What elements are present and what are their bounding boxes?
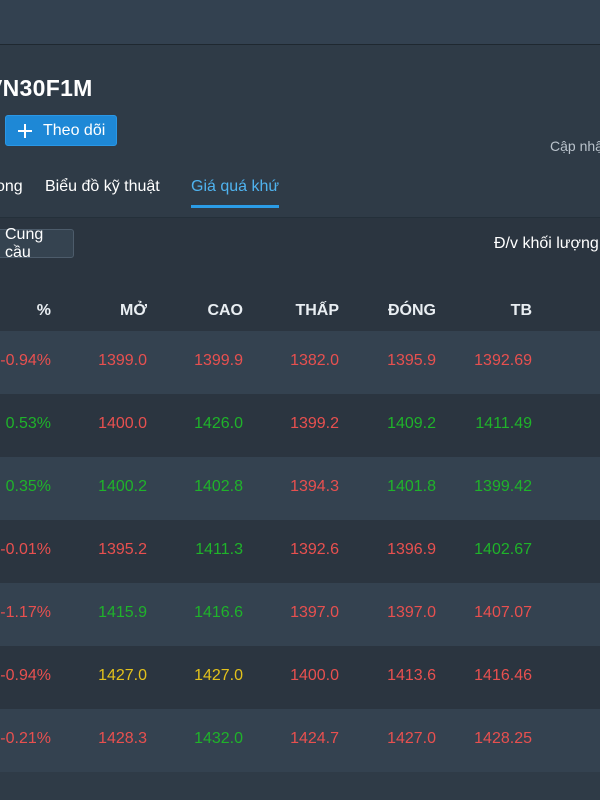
cell-high: 1399.9 bbox=[194, 352, 243, 369]
column-header-high[interactable]: CAO bbox=[207, 302, 243, 319]
follow-button-label: Theo dõi bbox=[43, 121, 106, 139]
cell-close: 1409.2 bbox=[387, 415, 436, 432]
column-header-open[interactable]: MỞ bbox=[120, 302, 147, 319]
cell-close: 1427.0 bbox=[387, 730, 436, 747]
top-bar bbox=[0, 0, 600, 45]
cell-average: 1402.67 bbox=[474, 541, 532, 558]
cell-close: 1395.9 bbox=[387, 352, 436, 369]
cell-low: 1399.2 bbox=[290, 415, 339, 432]
cell-high: 1427.0 bbox=[194, 667, 243, 684]
cell-average: 1392.69 bbox=[474, 352, 532, 369]
follow-button[interactable]: Theo dõi bbox=[5, 115, 117, 146]
table-row: 0.53% 1400.0 1426.0 1399.2 1409.2 1411.49 bbox=[0, 394, 600, 457]
cell-low: 1392.6 bbox=[290, 541, 339, 558]
tab-technical-chart[interactable]: Biểu đồ kỹ thuật bbox=[45, 178, 160, 195]
column-header-low[interactable]: THẤP bbox=[295, 302, 339, 319]
cell-average: 1411.49 bbox=[475, 415, 532, 432]
cell-percent-change: -1.17% bbox=[0, 604, 51, 621]
table-toolbar: Cung cầu Đ/v khối lượng bbox=[0, 218, 600, 280]
cell-close: 1397.0 bbox=[387, 604, 436, 621]
supply-demand-button[interactable]: Cung cầu bbox=[0, 226, 74, 261]
table-row: -0.94% 1399.0 1399.9 1382.0 1395.9 1392.69 bbox=[0, 331, 600, 394]
cell-open: 1400.2 bbox=[98, 478, 147, 495]
tab-partial[interactable]: ong bbox=[0, 178, 23, 195]
cell-low: 1424.7 bbox=[290, 730, 339, 747]
bottom-strip bbox=[0, 772, 600, 800]
cell-open: 1395.2 bbox=[98, 541, 147, 558]
plus-icon bbox=[18, 123, 32, 138]
cell-close: 1401.8 bbox=[387, 478, 436, 495]
cell-percent-change: -0.21% bbox=[0, 730, 51, 747]
table-row: 0.35% 1400.2 1402.8 1394.3 1401.8 1399.42 bbox=[0, 457, 600, 520]
table-row: -1.17% 1415.9 1416.6 1397.0 1397.0 1407.07 bbox=[0, 583, 600, 646]
column-header-close[interactable]: ĐÓNG bbox=[388, 302, 436, 319]
column-header-average[interactable]: TB bbox=[510, 302, 532, 319]
cell-percent-change: 0.53% bbox=[5, 415, 51, 432]
tab-bar: ong Biểu đồ kỹ thuật Giá quá khứ bbox=[0, 178, 600, 208]
instrument-header: VN30F1M Theo dõi Cập nhật ong Biểu đồ kỹ… bbox=[0, 45, 600, 218]
tab-price-history[interactable]: Giá quá khứ bbox=[191, 178, 280, 208]
table-row: -0.94% 1427.0 1427.0 1400.0 1413.6 1416.46 bbox=[0, 646, 600, 709]
cell-high: 1411.3 bbox=[195, 541, 243, 558]
cell-low: 1400.0 bbox=[290, 667, 339, 684]
cell-percent-change: -0.94% bbox=[0, 352, 51, 369]
cell-percent-change: -0.94% bbox=[0, 667, 51, 684]
cell-average: 1416.46 bbox=[474, 667, 532, 684]
cell-open: 1415.9 bbox=[98, 604, 147, 621]
table-header: % MỞ CAO THẤP ĐÓNG TB bbox=[0, 280, 600, 331]
cell-percent-change: 0.35% bbox=[5, 478, 51, 495]
cell-open: 1428.3 bbox=[98, 730, 147, 747]
cell-high: 1416.6 bbox=[194, 604, 243, 621]
instrument-symbol: VN30F1M bbox=[0, 75, 93, 101]
cell-average: 1399.42 bbox=[474, 478, 532, 495]
cell-average: 1407.07 bbox=[474, 604, 532, 621]
cell-close: 1396.9 bbox=[387, 541, 436, 558]
cell-high: 1402.8 bbox=[194, 478, 243, 495]
updated-label: Cập nhật bbox=[550, 138, 600, 154]
cell-open: 1399.0 bbox=[98, 352, 147, 369]
cell-average: 1428.25 bbox=[474, 730, 532, 747]
column-header-percent-change[interactable]: % bbox=[36, 302, 51, 319]
cell-open: 1427.0 bbox=[98, 667, 147, 684]
cell-low: 1382.0 bbox=[290, 352, 339, 369]
cell-close: 1413.6 bbox=[387, 667, 436, 684]
table-row: -0.21% 1428.3 1432.0 1424.7 1427.0 1428.25 bbox=[0, 709, 600, 772]
table-row: -0.01% 1395.2 1411.3 1392.6 1396.9 1402.67 bbox=[0, 520, 600, 583]
cell-percent-change: -0.01% bbox=[0, 541, 51, 558]
cell-low: 1394.3 bbox=[290, 478, 339, 495]
cell-high: 1426.0 bbox=[194, 415, 243, 432]
volume-unit-label: Đ/v khối lượng bbox=[494, 235, 599, 252]
cell-open: 1400.0 bbox=[98, 415, 147, 432]
cell-low: 1397.0 bbox=[290, 604, 339, 621]
cell-high: 1432.0 bbox=[194, 730, 243, 747]
